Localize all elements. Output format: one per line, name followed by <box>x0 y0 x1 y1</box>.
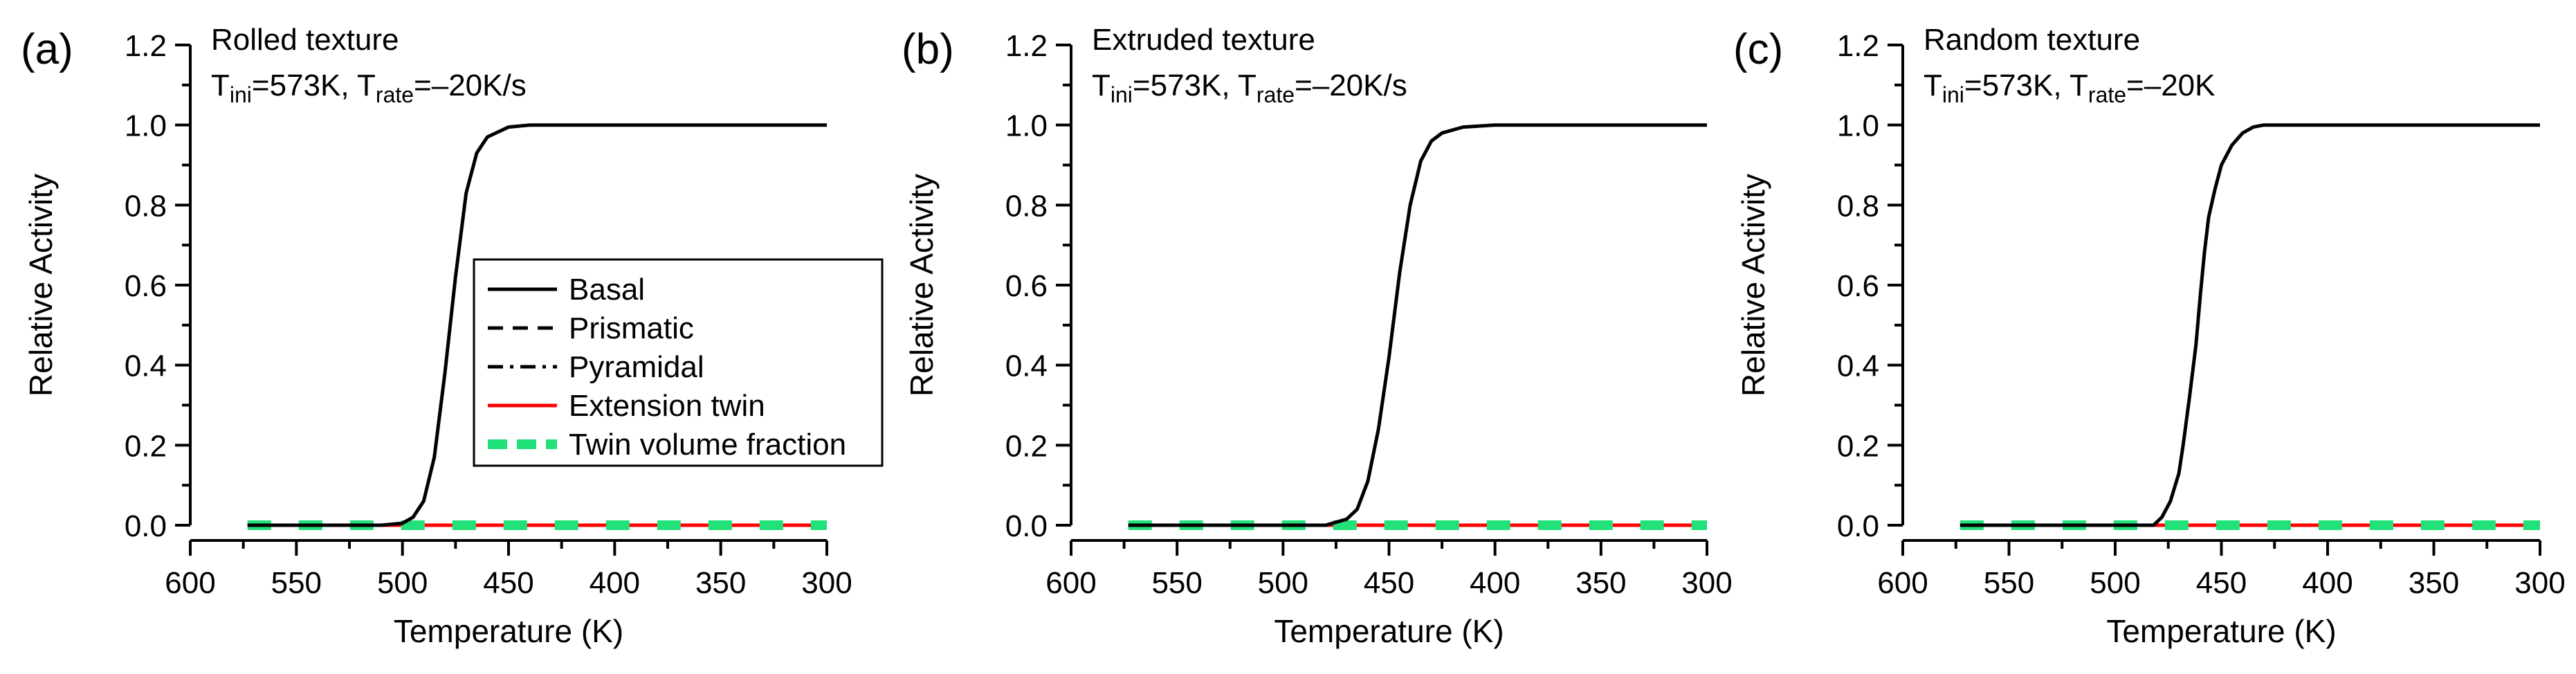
y-tick-label: 1.2 <box>125 29 167 63</box>
x-tick-label: 300 <box>2514 566 2565 600</box>
y-tick-label: 1.0 <box>125 109 167 143</box>
x-tick-label: 400 <box>1470 566 1520 600</box>
y-tick-label: 0.0 <box>125 509 167 543</box>
x-tick-label: 300 <box>1681 566 1732 600</box>
y-tick-label: 0.4 <box>1837 349 1879 383</box>
y-axis-label: Relative Activity <box>1735 174 1771 397</box>
x-tick-label: 450 <box>483 566 533 600</box>
x-tick-label: 600 <box>1045 566 1096 600</box>
x-tick-label: 550 <box>271 566 322 600</box>
x-axis-label: Temperature (K) <box>394 613 623 649</box>
x-tick-label: 600 <box>165 566 215 600</box>
y-tick-label: 1.0 <box>1005 109 1048 143</box>
y-tick-label: 0.6 <box>1837 269 1879 303</box>
legend: Basal Prismatic Pyramidal Extension twin Twi… <box>473 258 884 467</box>
chart-condition: Tini=573K, Trate=–20K <box>1924 69 2216 107</box>
legend-label: Prismatic <box>569 311 694 345</box>
y-tick-label: 1.2 <box>1837 29 1879 63</box>
x-tick-label: 500 <box>1258 566 1308 600</box>
legend-label: Pyramidal <box>569 350 704 384</box>
x-tick-label: 450 <box>2196 566 2247 600</box>
x-tick-label: 500 <box>2090 566 2140 600</box>
legend-label: Extension twin <box>569 389 765 423</box>
y-tick-label: 0.6 <box>1005 269 1048 303</box>
x-tick-label: 350 <box>2409 566 2459 600</box>
y-tick-label: 0.8 <box>1005 189 1048 223</box>
series-line-basal <box>247 123 827 527</box>
series-line-basal <box>1128 123 1707 527</box>
legend-box <box>473 258 884 467</box>
legend-label: Twin volume fraction <box>569 428 846 462</box>
panel-label: (a) <box>21 26 73 73</box>
panel-label: (b) <box>902 26 954 73</box>
y-tick-label: 0.8 <box>125 189 167 223</box>
y-axis-label: Relative Activity <box>23 174 59 397</box>
series-line-basal <box>1960 123 2540 527</box>
x-tick-label: 600 <box>1877 566 1928 600</box>
chart-panel-1: 0.0 0.2 0.4 0.6 0.8 1.0 1.2 600 550 500 450 400 350 3… <box>21 23 852 649</box>
x-axis-label: Temperature (K) <box>2106 613 2336 649</box>
chart-panel-3: 0.0 0.2 0.4 0.6 0.8 1.0 1.2 600 550 500 450 400 350 3… <box>1733 23 2566 649</box>
y-tick-label: 1.2 <box>1005 29 1048 63</box>
x-tick-label: 550 <box>1984 566 2034 600</box>
legend-label: Basal <box>569 273 645 307</box>
chart-condition: Tini=573K, Trate=–20K/s <box>211 69 527 107</box>
x-axis-label: Temperature (K) <box>1274 613 1504 649</box>
x-tick-label: 450 <box>1364 566 1414 600</box>
x-tick-label: 350 <box>695 566 746 600</box>
y-axis-label: Relative Activity <box>904 174 940 397</box>
y-tick-label: 0.2 <box>1005 429 1048 463</box>
y-tick-label: 0.0 <box>1005 509 1048 543</box>
y-tick-label: 1.0 <box>1837 109 1879 143</box>
x-tick-label: 400 <box>2302 566 2353 600</box>
x-tick-label: 400 <box>590 566 640 600</box>
y-tick-label: 0.6 <box>125 269 167 303</box>
y-tick-label: 0.2 <box>125 429 167 463</box>
chart-title: Extruded texture <box>1092 23 1315 57</box>
y-tick-label: 0.4 <box>125 349 167 383</box>
x-tick-label: 550 <box>1151 566 1202 600</box>
x-tick-label: 300 <box>801 566 852 600</box>
y-tick-label: 0.2 <box>1837 429 1879 463</box>
chart-condition: Tini=573K, Trate=–20K/s <box>1092 69 1407 107</box>
chart-title: Rolled texture <box>211 23 399 57</box>
panel-label: (c) <box>1733 26 1783 73</box>
x-tick-label: 500 <box>377 566 428 600</box>
x-tick-label: 350 <box>1575 566 1626 600</box>
y-tick-label: 0.0 <box>1837 509 1879 543</box>
y-tick-label: 0.4 <box>1005 349 1048 383</box>
chart-panel-2: 0.0 0.2 0.4 0.6 0.8 1.0 1.2 600 550 500 450 400 350 3… <box>902 23 1733 649</box>
chart-title: Random texture <box>1924 23 2140 57</box>
y-tick-label: 0.8 <box>1837 189 1879 223</box>
